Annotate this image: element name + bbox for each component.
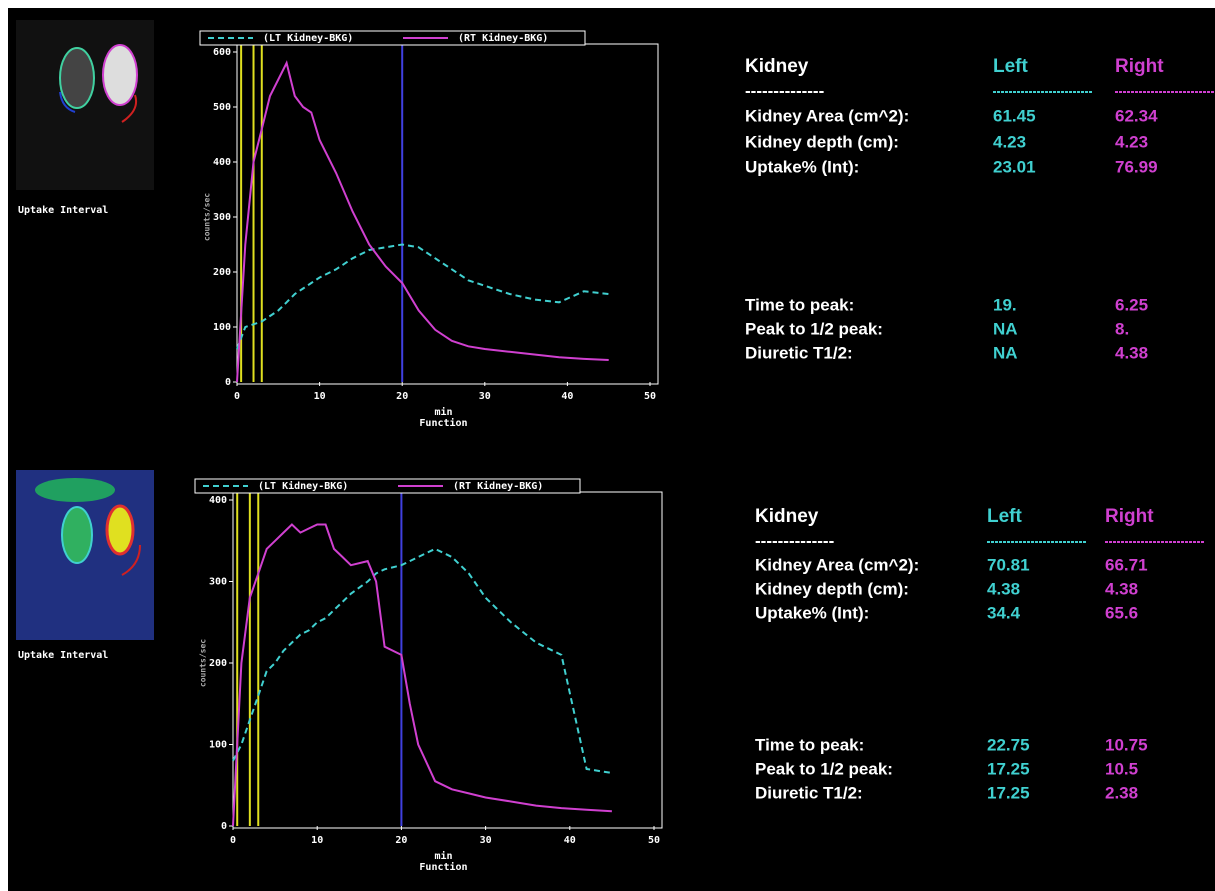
separator: -------------- xyxy=(745,81,824,100)
table-value: 66.71 xyxy=(1105,555,1148,574)
x-tick-label: 20 xyxy=(396,391,408,402)
separator: -------------- xyxy=(755,531,834,550)
table-label: Kidney Area (cm^2): xyxy=(755,555,919,574)
x-tick-label: 30 xyxy=(479,391,491,402)
table-label: Diuretic T1/2: xyxy=(745,343,853,362)
x-tick-label: 40 xyxy=(561,391,573,402)
y-tick-label: 300 xyxy=(213,212,231,223)
table-value: 23.01 xyxy=(993,157,1036,176)
table-value: 17.25 xyxy=(987,783,1030,802)
table-label: Kidney depth (cm): xyxy=(745,132,899,151)
table-header: Right xyxy=(1115,56,1164,77)
table-value: 10.75 xyxy=(1105,735,1148,754)
y-tick-label: 100 xyxy=(209,740,227,751)
x-tick-label: 30 xyxy=(480,835,492,846)
table-label: Peak to 1/2 peak: xyxy=(755,759,893,778)
table-value: 4.23 xyxy=(1115,132,1148,151)
y-tick-label: 300 xyxy=(209,577,227,588)
table-value: 61.45 xyxy=(993,106,1036,125)
y-tick-label: 0 xyxy=(225,377,231,388)
page: 010020030040050060001020304050minFunctio… xyxy=(0,0,1215,891)
table-value: NA xyxy=(993,319,1018,338)
y-tick-label: 0 xyxy=(221,821,227,832)
table-value: 4.38 xyxy=(987,579,1020,598)
table-label: Peak to 1/2 peak: xyxy=(745,319,883,338)
table-value: 10.5 xyxy=(1105,759,1138,778)
table-value: 65.6 xyxy=(1105,603,1138,622)
y-tick-label: 200 xyxy=(213,267,231,278)
table-label: Uptake% (Int): xyxy=(755,603,869,622)
legend-label: (RT Kidney-BKG) xyxy=(458,32,548,44)
y-axis-label: counts/sec xyxy=(199,639,208,687)
y-tick-label: 200 xyxy=(209,658,227,669)
table-value: 8. xyxy=(1115,319,1129,338)
x-tick-label: 10 xyxy=(311,835,323,846)
legend-label: (LT Kidney-BKG) xyxy=(258,480,348,492)
x-tick-label: 40 xyxy=(564,835,576,846)
table-value: 70.81 xyxy=(987,555,1030,574)
table-value: NA xyxy=(993,343,1018,362)
x-axis-caption: Function xyxy=(419,861,467,873)
legend-label: (RT Kidney-BKG) xyxy=(453,480,543,492)
y-tick-label: 600 xyxy=(213,47,231,58)
table-header: Right xyxy=(1105,506,1154,527)
table-value: 19. xyxy=(993,295,1017,314)
y-axis-label: counts/sec xyxy=(203,193,212,241)
x-tick-label: 50 xyxy=(644,391,656,402)
image-label: Uptake Interval xyxy=(18,650,108,661)
table-value: 4.23 xyxy=(993,132,1026,151)
screen: 010020030040050060001020304050minFunctio… xyxy=(0,0,1215,891)
x-axis-caption: Function xyxy=(419,417,467,429)
x-axis-label: min xyxy=(434,850,452,862)
table-value: 22.75 xyxy=(987,735,1030,754)
table-value: 2.38 xyxy=(1105,783,1138,802)
table-header: Kidney xyxy=(745,56,809,77)
table-value: 34.4 xyxy=(987,603,1021,622)
table-label: Time to peak: xyxy=(745,295,854,314)
table-header: Left xyxy=(993,56,1029,77)
table-value: 4.38 xyxy=(1105,579,1138,598)
table-label: Kidney depth (cm): xyxy=(755,579,909,598)
background xyxy=(8,8,1215,891)
x-tick-label: 0 xyxy=(234,391,240,402)
y-tick-label: 400 xyxy=(213,157,231,168)
kidney-image xyxy=(16,20,154,190)
table-label: Diuretic T1/2: xyxy=(755,783,863,802)
table-value: 6.25 xyxy=(1115,295,1148,314)
y-tick-label: 400 xyxy=(209,495,227,506)
legend-label: (LT Kidney-BKG) xyxy=(263,32,353,44)
x-tick-label: 50 xyxy=(648,835,660,846)
table-value: 17.25 xyxy=(987,759,1030,778)
kidney-image xyxy=(16,470,154,640)
table-header: Left xyxy=(987,506,1023,527)
x-tick-label: 20 xyxy=(395,835,407,846)
x-axis-label: min xyxy=(434,406,452,418)
y-tick-label: 500 xyxy=(213,102,231,113)
x-tick-label: 10 xyxy=(314,391,326,402)
table-label: Uptake% (Int): xyxy=(745,157,859,176)
table-label: Time to peak: xyxy=(755,735,864,754)
y-tick-label: 100 xyxy=(213,322,231,333)
x-tick-label: 0 xyxy=(230,835,236,846)
table-label: Kidney Area (cm^2): xyxy=(745,106,909,125)
image-label: Uptake Interval xyxy=(18,205,108,216)
table-value: 62.34 xyxy=(1115,106,1158,125)
table-header: Kidney xyxy=(755,506,819,527)
table-value: 4.38 xyxy=(1115,343,1148,362)
table-value: 76.99 xyxy=(1115,157,1158,176)
